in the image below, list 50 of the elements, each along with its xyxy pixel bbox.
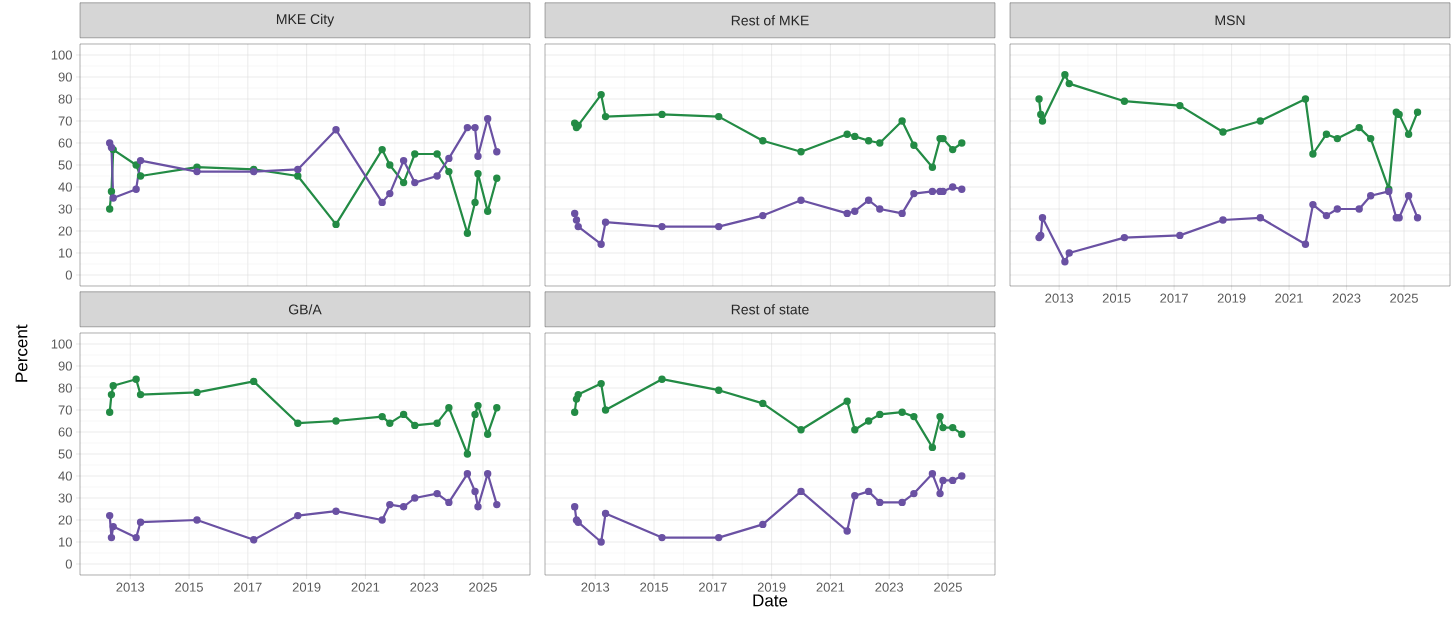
x-tick-label: 2023 [410,582,439,592]
x-tick-label: 2019 [757,582,786,592]
y-tick-label: 0 [65,559,72,569]
chart-title: Rest of state [731,304,809,315]
x-tick-label: 2023 [875,582,904,592]
y-tick-label: 60 [58,427,72,437]
y-tick-label: 20 [58,515,72,525]
y-tick-label: 80 [58,94,72,104]
y-tick-label: 90 [58,72,72,82]
y-tick-label: 40 [58,471,72,481]
y-tick-label: 30 [58,204,72,214]
y-tick-label: 100 [51,339,72,349]
x-tick-label: 2015 [175,582,203,592]
y-tick-label: 80 [58,383,72,393]
x-tick-label: 2013 [116,582,145,592]
x-tick-label: 2019 [292,582,321,592]
x-tick-label: 2017 [699,582,727,592]
y-tick-label: 70 [58,405,72,415]
x-tick-label: 2013 [1045,293,1074,303]
x-tick-label: 2015 [1102,293,1131,303]
y-tick-label: 30 [58,493,72,503]
y-tick-label: 40 [58,182,72,192]
y-tick-label: 0 [65,270,72,280]
chart-title: Rest of MKE [731,15,809,26]
y-tick-label: 50 [58,449,72,459]
x-tick-label: 2021 [816,582,845,592]
y-tick-label: 90 [58,361,72,371]
y-tick-label: 100 [51,50,72,60]
chart-title: MSN [1215,15,1245,26]
x-tick-label: 2023 [1332,293,1361,303]
x-tick-label: 2017 [1160,293,1188,303]
y-tick-label: 10 [59,248,72,258]
chart-title: MKE City [276,13,335,27]
x-tick-label: 2025 [469,582,497,592]
y-tick-label: 60 [58,138,72,148]
x-tick-label: 2021 [1275,293,1303,303]
y-tick-label: 70 [58,116,72,126]
chart-title: GB/A [288,304,322,315]
x-tick-label: 2019 [1217,293,1246,303]
x-tick-label: 2025 [1390,293,1418,303]
y-tick-label: 50 [58,160,72,170]
y-tick-label: 10 [59,537,72,547]
x-tick-label: 2015 [640,582,668,592]
y-axis-title: Percent [15,324,28,382]
x-tick-label: 2021 [351,582,380,592]
x-tick-label: 2017 [234,582,262,592]
x-tick-label: 2013 [581,582,610,592]
y-tick-label: 20 [58,226,72,236]
x-tick-label: 2025 [934,582,962,592]
x-axis-title: Date [753,594,788,607]
